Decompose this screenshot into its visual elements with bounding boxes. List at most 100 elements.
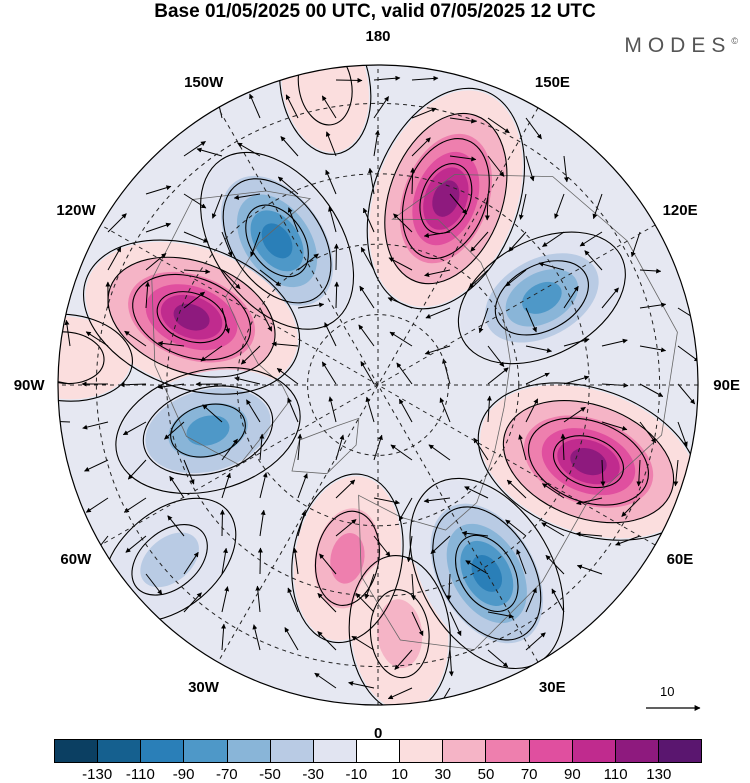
map-border [57, 64, 699, 706]
wind-arrow [334, 281, 340, 309]
wind-arrow [373, 497, 400, 505]
wind-arrow [348, 681, 375, 689]
wind-arrow [221, 438, 238, 461]
longitude-label: 90E [713, 376, 740, 394]
streamline [170, 403, 246, 458]
colorbar-tick-label: -70 [215, 766, 238, 783]
wind-arrow [82, 421, 109, 430]
wind-arrow [406, 535, 413, 563]
map-title: Base 01/05/2025 00 UTC, valid 07/05/2025… [154, 1, 596, 22]
colorbar-tick-label: 130 [646, 766, 672, 783]
wind-arrow [365, 396, 375, 423]
wind-arrow [541, 483, 565, 499]
wind-arrow [468, 269, 489, 289]
colorbar-swatch [98, 740, 142, 762]
wind-arrow [252, 624, 261, 651]
wind-arrow [639, 345, 667, 353]
longitude-label: 30W [188, 678, 219, 696]
wind-arrow [257, 547, 263, 575]
wind-arrow [673, 459, 679, 487]
wind-arrow [259, 307, 273, 332]
wind-arrow [639, 302, 667, 309]
wind-arrow [246, 399, 261, 423]
wind-arrow [396, 362, 413, 385]
wind-arrow [196, 147, 223, 157]
wind-arrow [250, 231, 261, 257]
coastline [358, 174, 678, 651]
wind-arrow [601, 421, 628, 431]
wind-arrow [287, 397, 299, 423]
streamline [245, 204, 309, 278]
wind-arrow [368, 167, 375, 195]
wind-arrow [183, 269, 211, 275]
wind-arrow [470, 231, 489, 252]
wind-arrow [484, 193, 490, 221]
colorbar-tick-label: -50 [259, 766, 281, 783]
wind-arrow [592, 193, 603, 220]
wind-arrow [388, 257, 413, 271]
wind-arrow [107, 213, 127, 233]
wind-arrow [449, 117, 477, 124]
wind-arrow [325, 169, 337, 195]
wind-arrow [85, 331, 109, 347]
wind-arrow [297, 433, 303, 461]
wind-arrow [394, 649, 413, 670]
wind-arrow [639, 421, 657, 444]
wind-arrow [563, 285, 579, 309]
colorbar-swatch [486, 740, 530, 762]
wind-arrow [169, 475, 185, 499]
wind-arrow [287, 207, 299, 233]
colorbar-tick-label: 30 [434, 766, 452, 783]
wind-arrow [292, 547, 299, 575]
reference-vector [646, 705, 701, 711]
longitude-label: 120E [662, 202, 698, 220]
wind-arrow [85, 497, 109, 513]
streamline [131, 524, 208, 596]
anomaly-center [369, 90, 523, 307]
longitude-label: 150E [534, 74, 570, 92]
wind-arrow [107, 246, 122, 271]
wind-arrow [183, 551, 199, 575]
colorbar-swatch [529, 740, 573, 762]
wind-arrow [677, 383, 696, 405]
wind-arrow [221, 472, 231, 499]
wind-arrow [324, 322, 337, 347]
colorbar-tick-label: 10 [391, 766, 408, 783]
wind-arrow [314, 672, 337, 689]
colorbar-swatch [270, 740, 314, 762]
wind-arrow [287, 587, 299, 613]
wind-arrow [280, 136, 299, 157]
wind-arrow [127, 459, 147, 480]
wind-arrow [355, 592, 375, 613]
wind-arrow [448, 649, 454, 677]
brand-logo: MODES© [624, 34, 738, 58]
wind-arrow [277, 176, 299, 195]
wind-arrow [525, 117, 542, 140]
streamline [314, 510, 380, 606]
colorbar-tick-label: 110 [603, 766, 628, 783]
wind-arrow [411, 611, 424, 637]
wind-arrow [518, 193, 527, 220]
wind-arrow [478, 307, 489, 334]
wind-arrow [487, 367, 509, 385]
wind-arrow [525, 372, 550, 385]
anomaly-center [460, 234, 624, 362]
anomaly-center [480, 384, 697, 539]
coastline [151, 190, 312, 466]
wind-arrow [601, 338, 628, 347]
colorbar-swatch [356, 740, 401, 762]
colorbar-swatch [615, 740, 659, 762]
wind-arrow [328, 206, 337, 233]
wind-arrow [387, 297, 413, 309]
wind-arrow [486, 395, 492, 423]
wind-arrow [428, 444, 451, 461]
graticule [58, 65, 698, 705]
wind-arrow [430, 535, 451, 554]
wind-arrow [276, 367, 299, 385]
wind-arrow [639, 268, 662, 274]
wind-arrow [505, 269, 527, 287]
meridian [86, 216, 670, 554]
anomaly-shade [432, 180, 460, 217]
wind-arrow [424, 345, 451, 355]
